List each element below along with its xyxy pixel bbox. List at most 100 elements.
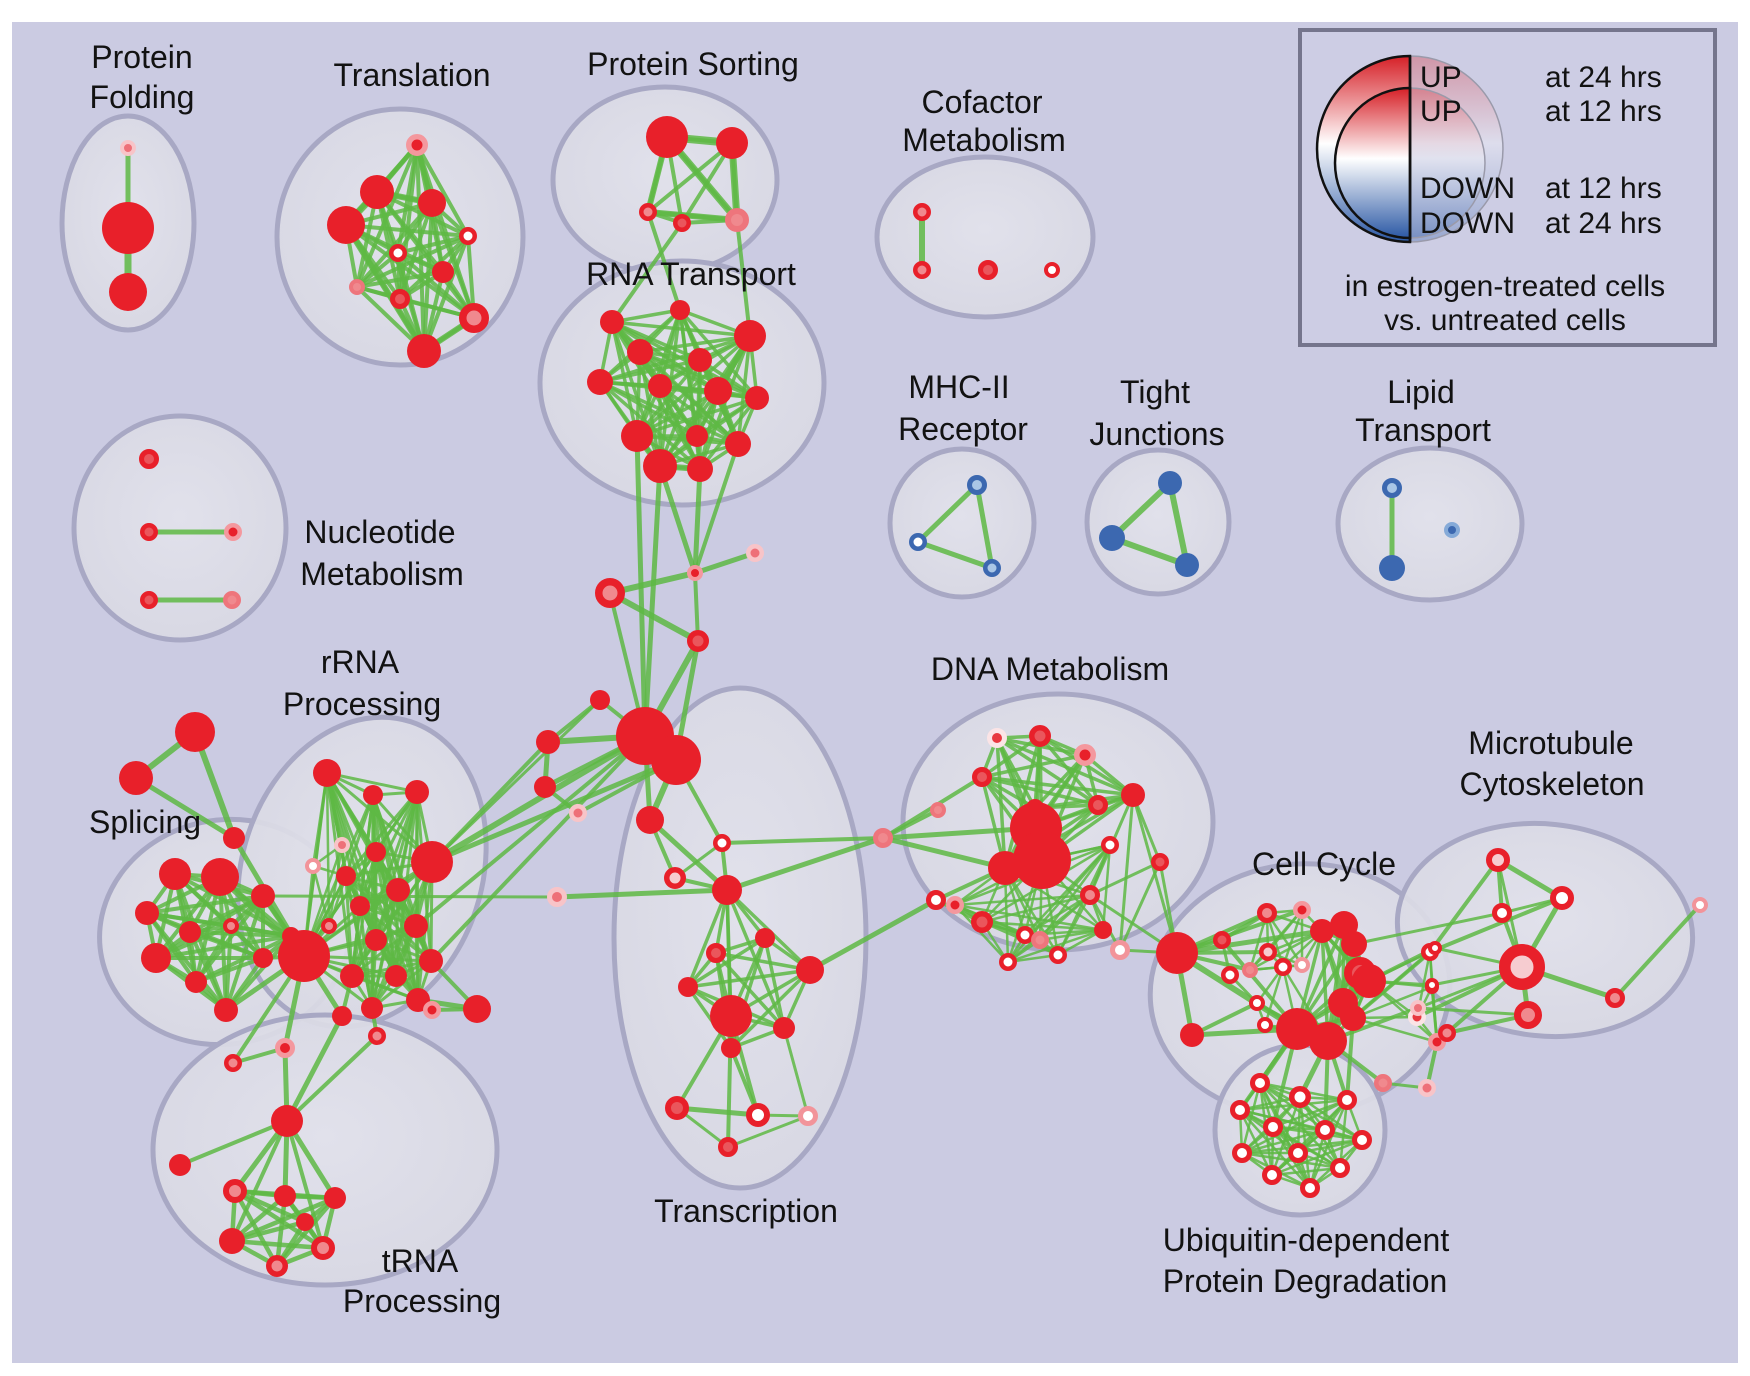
network-edge xyxy=(343,222,427,354)
cluster-label-microtubule-cytoskeleton: Microtubule xyxy=(1468,725,1633,761)
gene-node xyxy=(274,1185,296,1207)
network-edge xyxy=(1190,1001,1259,1037)
gene-node xyxy=(324,1187,346,1209)
gene-node xyxy=(1029,725,1051,747)
gene-node xyxy=(389,244,407,262)
network-edge xyxy=(285,1119,325,1250)
gene-node xyxy=(1300,1178,1320,1198)
gene-node xyxy=(159,858,191,890)
gene-node xyxy=(670,300,690,320)
gene-node xyxy=(971,911,993,933)
gene-node xyxy=(1374,1074,1392,1092)
network-edge xyxy=(1351,985,1434,1020)
gene-node xyxy=(1276,1008,1318,1050)
network-edge xyxy=(370,860,434,1010)
network-edge xyxy=(284,1013,345,1124)
gene-node xyxy=(712,875,742,905)
cluster-label-tight-junctions: Junctions xyxy=(1089,416,1224,452)
gene-node xyxy=(340,964,364,988)
network-edge xyxy=(1495,857,1565,901)
gene-node xyxy=(334,837,350,853)
network-edge xyxy=(396,234,470,255)
network-edge xyxy=(915,482,980,545)
network-edge xyxy=(145,911,228,1012)
gene-node xyxy=(873,828,893,848)
gene-node xyxy=(1293,901,1311,919)
network-edge xyxy=(1296,1138,1364,1155)
gene-node xyxy=(411,841,453,883)
network-edge xyxy=(344,790,419,878)
gene-node xyxy=(185,971,207,993)
legend-ring-saturated-half xyxy=(1333,86,1412,240)
cluster-ellipse-mhc-ii-receptor xyxy=(887,446,1037,600)
gene-node xyxy=(140,591,158,609)
gene-node xyxy=(706,943,726,963)
gene-node xyxy=(120,140,136,156)
cluster-label-trna-processing: tRNA xyxy=(382,1243,459,1279)
network-edge xyxy=(729,968,812,1050)
gene-node xyxy=(1074,744,1096,766)
gene-node xyxy=(1550,886,1574,910)
cluster-ellipse-nucleotide-metabolism xyxy=(71,413,289,643)
gene-node xyxy=(1259,943,1277,961)
cluster-label-protein-folding: Folding xyxy=(90,79,195,115)
gene-node xyxy=(569,804,587,822)
gene-node xyxy=(930,802,946,818)
gene-node xyxy=(946,896,964,914)
gene-node xyxy=(141,943,171,973)
network-edge xyxy=(686,888,729,989)
cluster-label-ubiquitin-degradation: Protein Degradation xyxy=(1163,1263,1448,1299)
network-edge xyxy=(693,571,700,643)
cluster-ellipse-trna-processing xyxy=(150,1012,500,1288)
gene-node xyxy=(648,374,672,398)
gene-node xyxy=(773,1017,795,1039)
network-edge xyxy=(1281,908,1304,969)
gene-node xyxy=(140,523,158,541)
cluster-label-lipid-transport: Transport xyxy=(1355,412,1491,448)
network-edge xyxy=(194,934,293,984)
gene-node xyxy=(798,1106,818,1126)
network-edge xyxy=(1174,950,1300,1032)
gene-node xyxy=(587,369,613,395)
gene-node xyxy=(1425,978,1439,992)
network-edge xyxy=(646,141,734,214)
network-edge xyxy=(429,733,648,865)
gene-node xyxy=(1379,555,1405,581)
gene-node xyxy=(1340,1005,1366,1031)
network-edge xyxy=(995,736,1100,807)
gene-node xyxy=(1031,931,1049,949)
network-edge xyxy=(1351,1016,1439,1044)
network-edge xyxy=(1118,793,1135,952)
network-edge xyxy=(1271,1098,1349,1129)
cluster-label-nucleotide-metabolism: Metabolism xyxy=(300,556,464,592)
gene-nodes xyxy=(102,116,1708,1277)
network-edge xyxy=(686,985,733,1050)
gene-node xyxy=(913,261,931,279)
gene-node xyxy=(595,578,625,608)
gene-node xyxy=(1242,962,1258,978)
gene-node xyxy=(311,1236,335,1260)
gene-node xyxy=(1013,831,1071,889)
cluster-label-splicing: Splicing xyxy=(89,804,201,840)
gene-node xyxy=(721,1038,741,1058)
gene-node xyxy=(407,334,441,368)
legend-time-label: at 12 hrs xyxy=(1545,172,1662,205)
gene-node xyxy=(1315,1120,1335,1140)
cluster-label-rna-transport: RNA Transport xyxy=(586,256,796,292)
gene-node xyxy=(1213,931,1231,949)
cluster-label-cofactor-metabolism: Cofactor xyxy=(922,84,1043,120)
network-edge xyxy=(274,1193,288,1269)
network-edge xyxy=(729,1046,760,1117)
gene-node xyxy=(223,1179,247,1203)
gene-node xyxy=(1337,1090,1357,1110)
gene-node xyxy=(332,1006,352,1026)
network-edge xyxy=(735,218,752,338)
network-edge xyxy=(1167,480,1190,568)
gene-node xyxy=(1016,926,1034,944)
gene-node xyxy=(687,456,713,482)
network-edge xyxy=(325,771,331,928)
gene-node xyxy=(734,320,766,352)
network-edge xyxy=(178,1119,289,1167)
gene-node xyxy=(983,559,1001,577)
